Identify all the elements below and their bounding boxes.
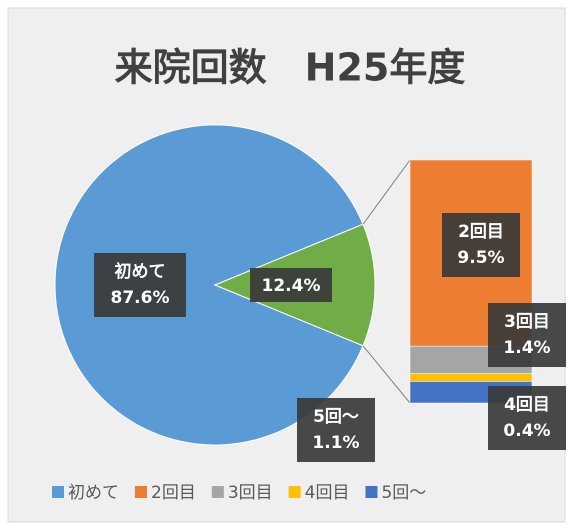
data-label: 1.1% <box>312 433 359 453</box>
label-box <box>442 213 520 277</box>
data-label: 3回目 <box>504 312 550 332</box>
legend-swatch <box>365 486 378 498</box>
data-label: 2回目 <box>458 222 504 242</box>
legend-label: 2回目 <box>151 483 196 503</box>
legend-swatch <box>211 486 224 498</box>
label-box <box>297 398 375 462</box>
legend-swatch <box>288 486 301 498</box>
legend-label: 4回目 <box>305 483 350 503</box>
legend-label: 3回目 <box>228 483 273 503</box>
legend-swatch <box>135 486 147 498</box>
legend-swatch <box>52 486 64 498</box>
label-box <box>488 386 566 450</box>
data-label: 初めて <box>115 261 166 282</box>
label-box <box>488 303 566 367</box>
data-label: 1.4% <box>503 338 550 358</box>
data-label: 9.5% <box>457 248 504 268</box>
label-box <box>94 253 186 317</box>
chart-title: 来院回数 H25年度 <box>115 46 466 90</box>
data-label: 87.6% <box>111 288 170 308</box>
connector <box>362 345 411 404</box>
data-label: 0.4% <box>503 421 550 441</box>
data-label: 12.4% <box>262 276 321 296</box>
data-label: 4回目 <box>504 395 550 415</box>
legend-label: 5回〜 <box>381 483 426 503</box>
connector <box>362 159 411 225</box>
legend-label: 初めて <box>68 483 119 503</box>
label-box <box>250 268 332 302</box>
pie-slice <box>54 124 364 446</box>
data-label: 5回〜 <box>313 407 359 427</box>
bar-segment <box>409 373 533 382</box>
